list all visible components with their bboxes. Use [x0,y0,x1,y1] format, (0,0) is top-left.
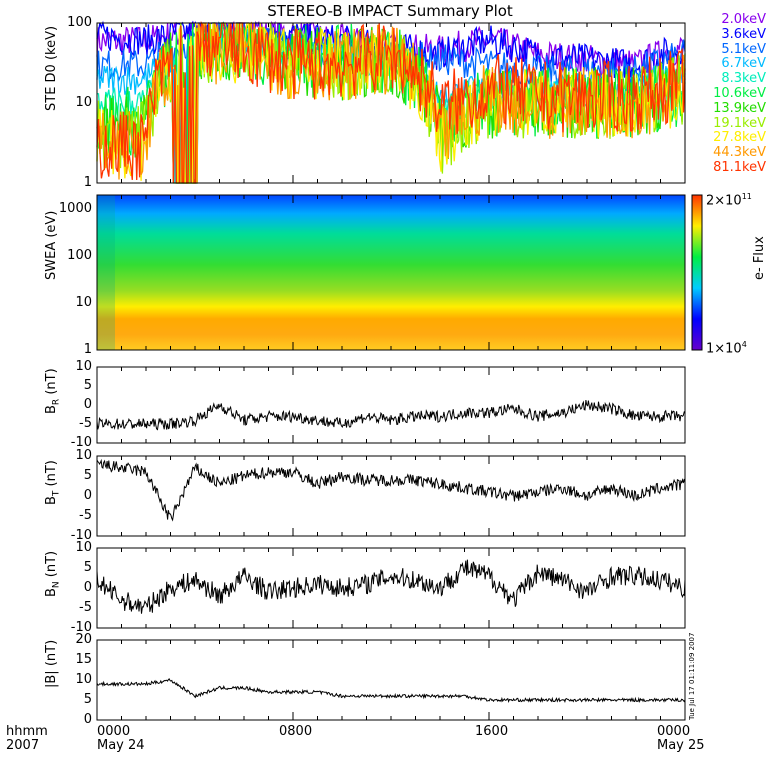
mag-y-tick-label: 0 [83,397,92,412]
mag-y-tick-label: -10 [70,620,92,635]
mag-y-tick-label: 20 [75,632,92,647]
x-tick-label: 0000 [657,724,691,739]
legend-entry: 81.1keV [713,160,766,175]
swea-spectrogram-start-band [97,195,115,350]
mag-line-total [96,678,686,704]
ste-panel-border [96,22,686,184]
legend-entry: 19.1keV [713,115,766,131]
ste-channel-line [96,22,686,184]
mag-y-tick-label: 5 [83,692,92,707]
mag-y-tick-label: -5 [79,508,92,523]
x-axis-row-label: hhmm [6,724,48,739]
ste-y-tick-label: 10 [75,95,92,110]
mag-y-tick-label: 5 [83,468,92,483]
x-tick-date-label: May 25 [657,738,705,753]
timestamp-label: Tue Jul 17 01:11:09 2007 [688,632,696,720]
colorbar-min-label: 1×104 [706,340,747,357]
ste-y-tick-label: 1 [83,175,92,190]
mag-line-r [96,400,686,431]
legend-entry: 10.6keV [713,86,766,101]
mag-y-tick-label: -5 [79,600,92,615]
mag-line-n [96,559,686,614]
mag-panel-frame [96,455,686,537]
colorbar [691,194,703,351]
mag-y-tick-label: -5 [79,416,92,431]
x-tick-label: 0000 [97,724,131,739]
legend-entry: 44.3keV [713,145,766,161]
mag-y-axis-label: BN (nT) [44,550,62,597]
mag-y-tick-label: 5 [83,378,92,393]
ste-y-axis-label: STE D0 (keV) [44,25,59,111]
ste-y-tick-label: 100 [67,15,92,30]
x-tick-label: 0800 [279,724,313,739]
x-axis-row-label: 2007 [6,738,40,753]
mag-panel-frame [96,639,686,721]
mag-line-t [96,458,686,522]
colorbar-max-label: 2×1011 [706,192,752,209]
legend-entry: 2.0keV [721,12,766,27]
legend-entry: 27.8keV [713,130,766,146]
mag-y-tick-label: 5 [83,560,92,575]
mag-y-tick-label: -10 [70,435,92,450]
swea-y-tick-label: 1 [83,342,92,357]
mag-y-tick-label: 10 [75,448,92,463]
mag-y-axis-label: |B| (nT) [44,639,59,688]
mag-panel-frame [96,366,686,444]
x-tick-label: 1600 [475,724,509,739]
mag-y-tick-label: 0 [83,488,92,503]
mag-y-tick-label: 10 [75,672,92,687]
swea-spectrogram [97,195,685,350]
mag-panel-frame [96,547,686,629]
swea-y-tick-label: 10 [75,295,92,311]
legend-entry: 5.1keV [721,41,766,57]
swea-y-tick-label: 1000 [58,201,92,217]
legend-entry: 8.3keV [721,71,766,87]
mag-y-axis-label: BR (nT) [44,368,62,414]
x-tick-date-label: May 24 [97,738,145,753]
mag-y-tick-label: 10 [75,359,92,374]
swea-y-tick-label: 100 [67,248,92,264]
colorbar-label: e- Flux [752,236,767,280]
legend-entry: 13.9keV [713,100,766,116]
legend-entry: 3.6keV [721,26,766,42]
mag-y-tick-label: 10 [75,540,92,555]
mag-y-axis-label: BT (nT) [44,459,62,505]
mag-y-tick-label: 15 [75,652,92,667]
mag-y-tick-label: -10 [70,528,92,543]
plot-title: STEREO-B IMPACT Summary Plot [267,2,513,20]
legend-entry: 6.7keV [721,56,766,72]
mag-y-tick-label: 0 [83,580,92,595]
swea-y-axis-label: SWEA (eV) [44,210,59,280]
mag-y-tick-label: 0 [83,712,92,727]
